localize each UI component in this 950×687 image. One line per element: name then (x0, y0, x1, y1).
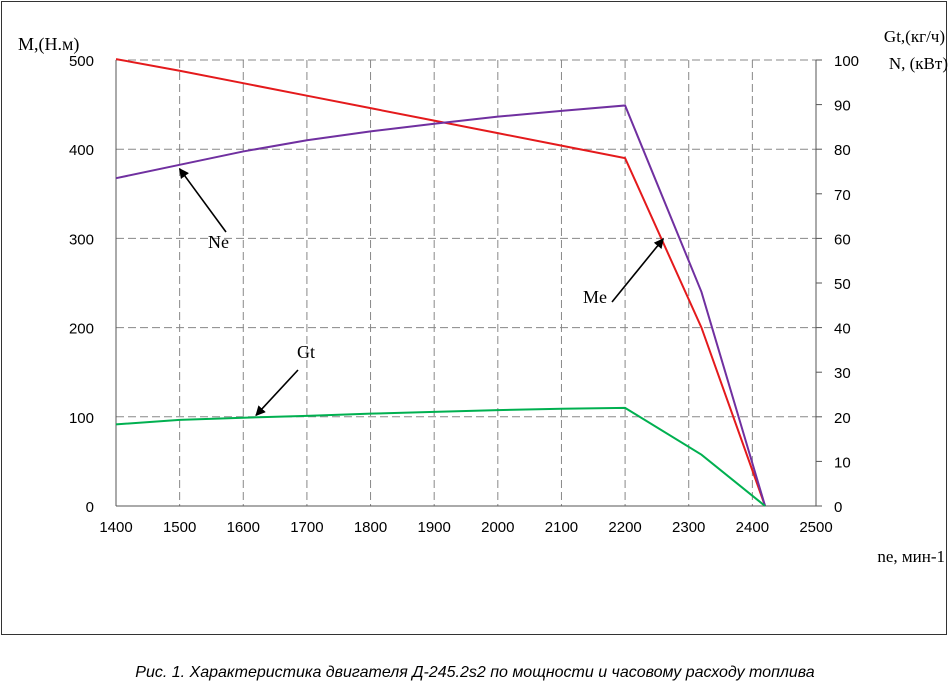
y-right-tick-label: 100 (834, 53, 859, 70)
y-right-tick-label: 0 (834, 499, 842, 516)
annotation-arrow-gt (255, 369, 299, 417)
y-left-tick-label: 300 (69, 231, 94, 248)
y-right-axis-label-n: N, (кВт) (889, 54, 948, 73)
y-left-tick-label: 100 (69, 410, 94, 427)
y-right-tick-label: 40 (834, 321, 851, 338)
engine-characteristic-chart: 1400 1500 1600 1700 1800 1900 2000 2100 2200 2300… (18, 27, 948, 566)
x-tick-label: 1600 (227, 519, 260, 536)
x-tick-label: 2300 (672, 519, 705, 536)
y-left-tick-label: 200 (69, 321, 94, 338)
y-right-tick-label: 20 (834, 410, 851, 427)
y-left-tick-label: 0 (86, 499, 94, 516)
x-tick-label: 1500 (163, 519, 196, 536)
x-tick-label: 1800 (354, 519, 387, 536)
annotation-label-me: Me (583, 287, 607, 307)
x-tick-label: 2400 (736, 519, 769, 536)
x-tick-label: 2500 (799, 519, 832, 536)
x-tick-label: 1700 (290, 519, 323, 536)
annotation-label-ne: Ne (208, 232, 229, 252)
x-tick-label: 1400 (99, 519, 132, 536)
series-line-ne (115, 104, 767, 507)
annotation-label-gt: Gt (297, 342, 315, 362)
x-tick-label: 2000 (481, 519, 514, 536)
series-line-me (115, 58, 767, 507)
y-right-tick-label: 50 (834, 276, 851, 293)
annotation-arrow-ne (178, 168, 227, 233)
chart-frame (1, 1, 947, 635)
x-tick-label: 1900 (417, 519, 450, 536)
x-axis-label: ne, мин-1 (877, 547, 945, 566)
y-right-tick-label: 80 (834, 142, 851, 159)
y-right-tick-label: 30 (834, 365, 851, 382)
y-left-tick-label: 500 (69, 53, 94, 70)
figure-caption: Рис. 1. Характеристика двигателя Д-245.2… (135, 664, 815, 681)
y-right-tick-label: 70 (834, 187, 851, 204)
y-left-tick-label: 400 (69, 142, 94, 159)
x-tick-label: 2200 (608, 519, 641, 536)
y-right-tick-label: 90 (834, 98, 851, 115)
y-left-axis-label: M,(Н.м) (18, 34, 79, 55)
annotation-arrow-me (611, 238, 664, 303)
series-line-gt (115, 406, 766, 507)
y-right-tick-label: 10 (834, 454, 851, 471)
y-right-tick-label: 60 (834, 231, 851, 248)
y-right-axis-label-gt: Gt,(кг/ч) (884, 27, 945, 46)
x-tick-label: 2100 (545, 519, 578, 536)
